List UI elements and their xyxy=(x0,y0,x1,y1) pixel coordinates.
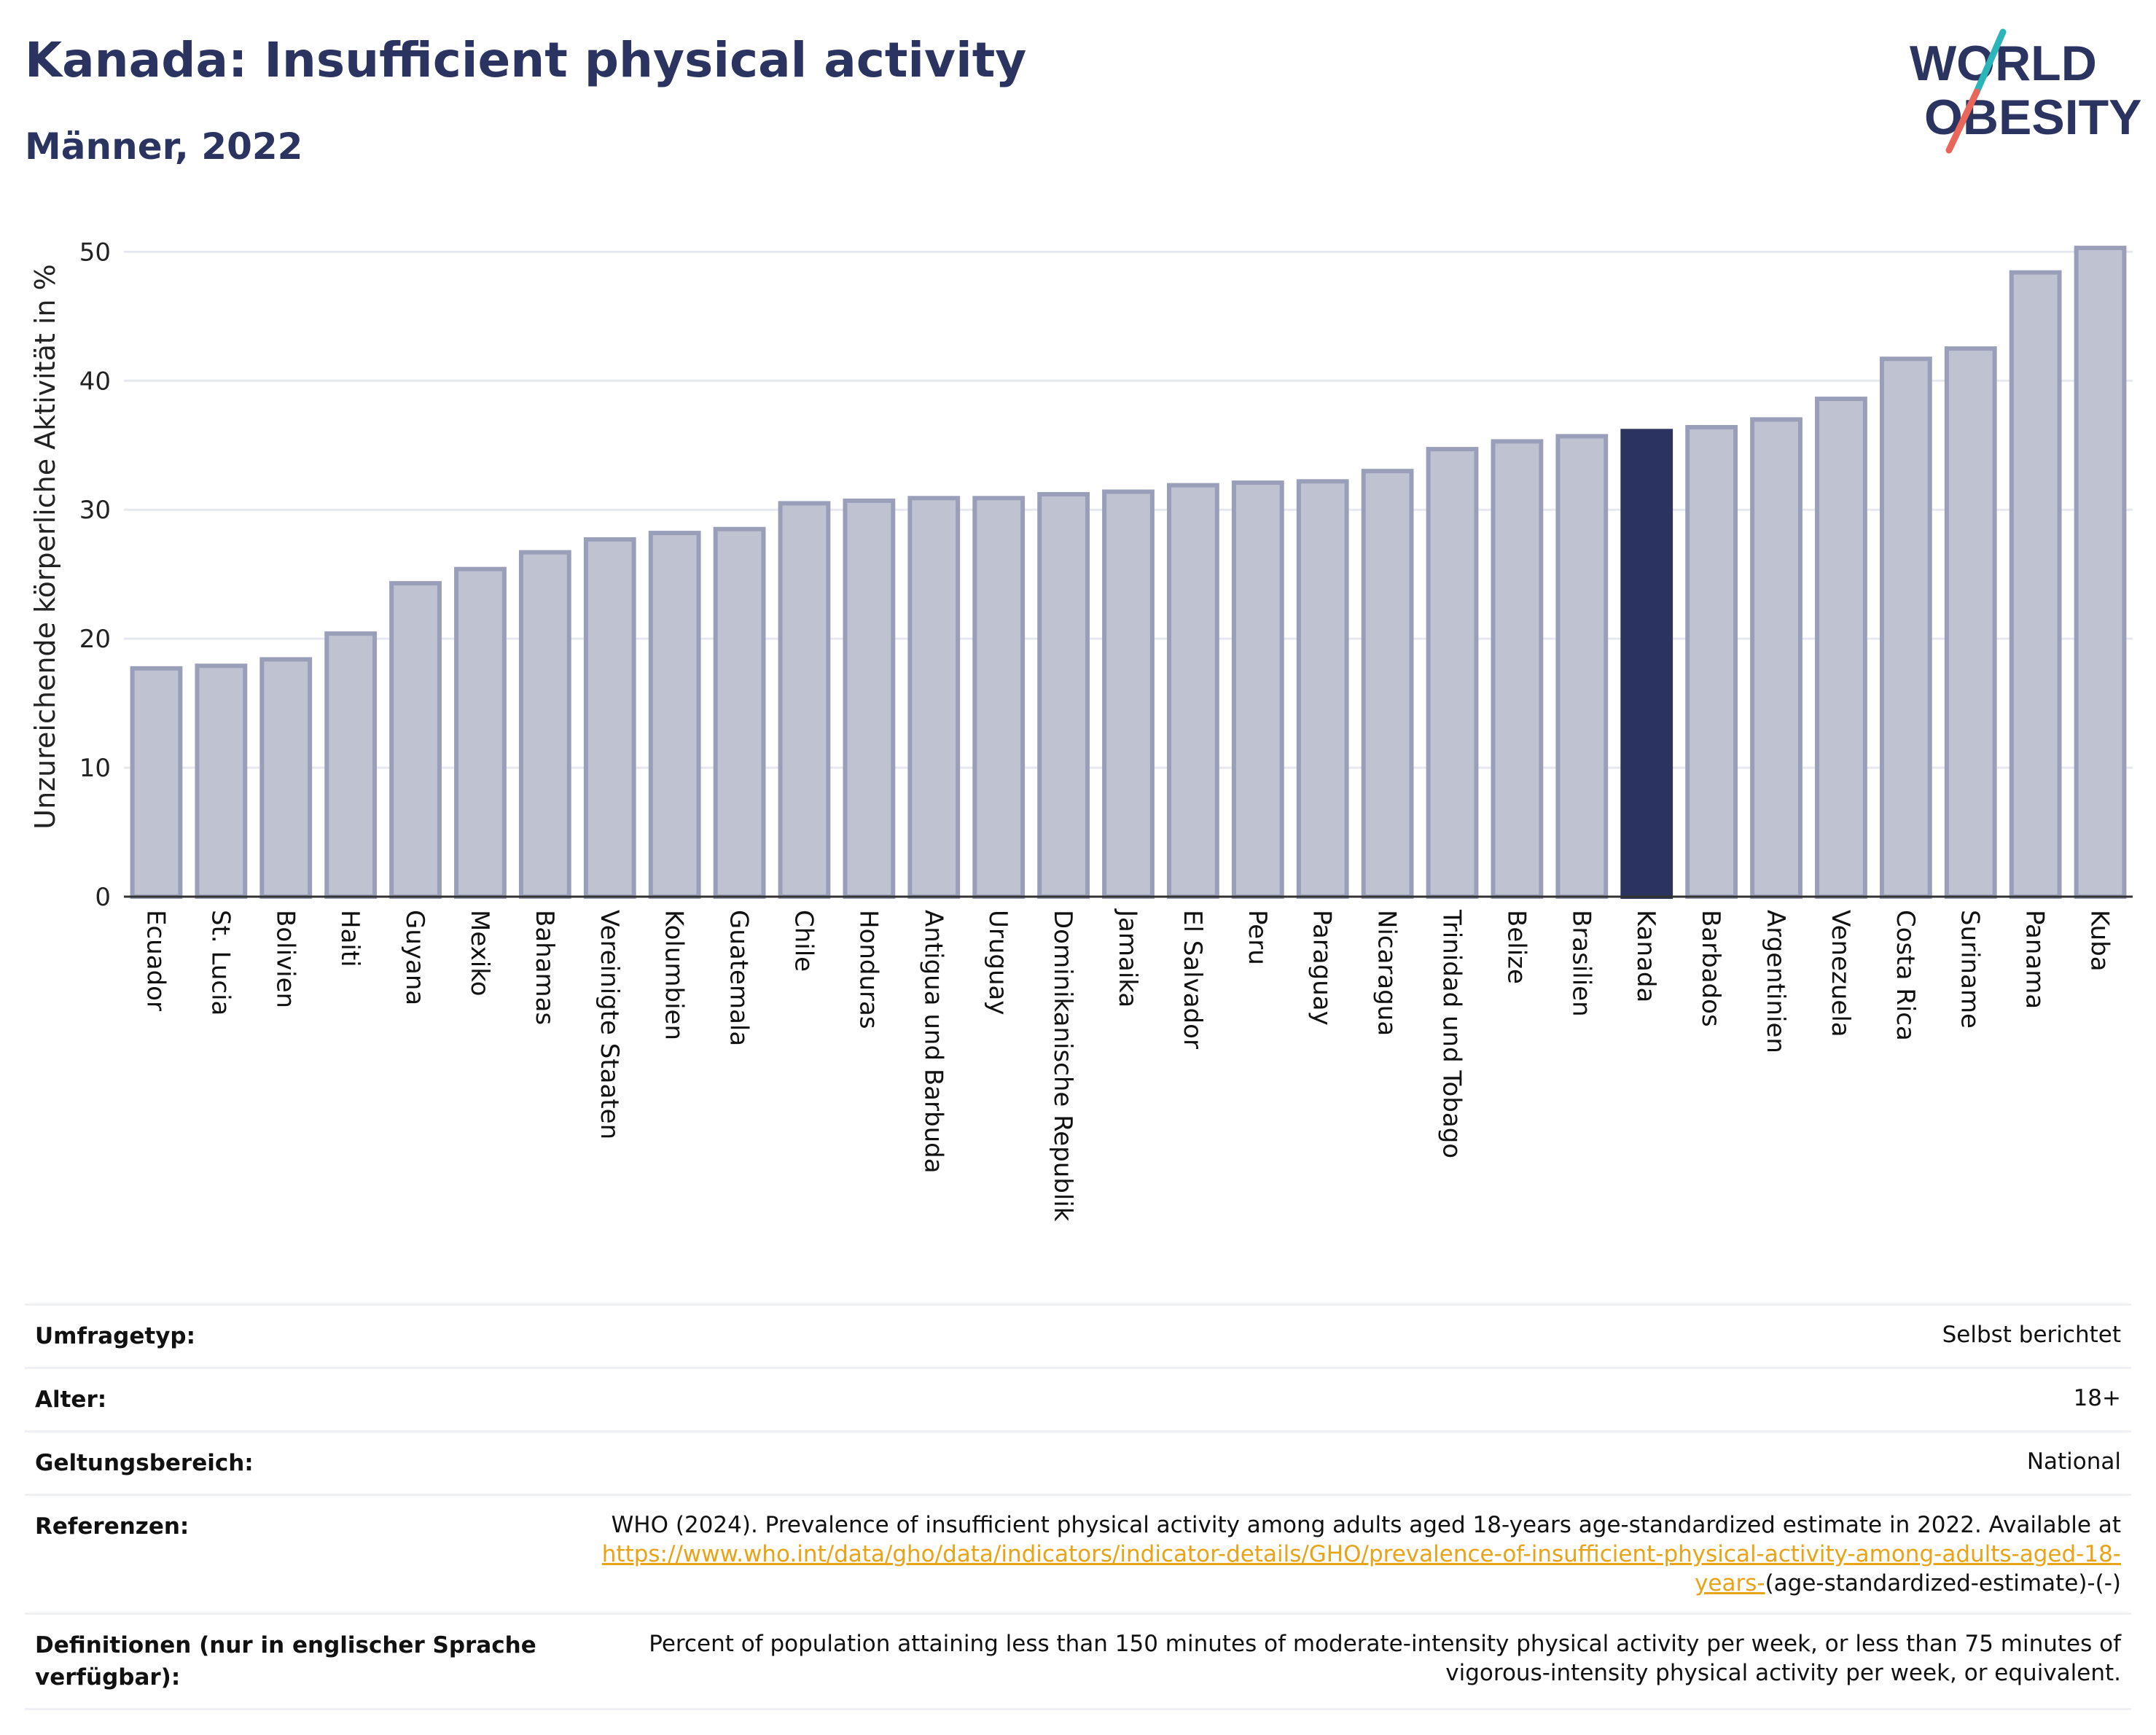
y-tick-label: 40 xyxy=(79,367,111,396)
x-tick-label: Paraguay xyxy=(1308,910,1337,1026)
bar xyxy=(1426,447,1479,900)
y-tick-label: 20 xyxy=(79,625,111,654)
bar xyxy=(1685,425,1738,899)
info-row-references: Referenzen: WHO (2024). Prevalence of in… xyxy=(25,1494,2131,1613)
x-tick-label: Guatemala xyxy=(724,910,754,1046)
logo-slash-teal xyxy=(1973,28,2007,95)
chart-subtitle: Männer, 2022 xyxy=(25,125,303,168)
bar xyxy=(1361,469,1414,899)
x-tick-label: Peru xyxy=(1243,910,1272,965)
x-tick-label: Mexiko xyxy=(465,910,494,997)
bar xyxy=(1620,429,1673,899)
bar xyxy=(130,666,183,899)
bar xyxy=(583,537,636,899)
x-tick-label: Panama xyxy=(2020,910,2050,1009)
y-axis-label: Unzureichende körperliche Aktivität in % xyxy=(29,264,61,829)
bar xyxy=(1555,434,1609,899)
x-tick-label: Costa Rica xyxy=(1891,910,1920,1041)
bar xyxy=(1296,479,1349,899)
y-tick-label: 10 xyxy=(79,754,111,783)
bar xyxy=(1167,483,1219,900)
bar xyxy=(713,526,766,899)
bar xyxy=(843,498,896,900)
x-tick-label: Bolivien xyxy=(270,910,300,1008)
bar xyxy=(1491,439,1544,899)
definitions-value: Percent of population attaining less tha… xyxy=(649,1631,2121,1686)
y-tick-label: 0 xyxy=(95,883,111,912)
chart-title: Kanada: Insufficient physical activity xyxy=(25,32,1027,88)
bar xyxy=(907,496,961,899)
info-row-age: Alter: 18+ xyxy=(25,1367,2131,1430)
bar xyxy=(1750,417,1802,899)
definitions-label: Definitionen (nur in englischer Sprache … xyxy=(35,1632,536,1691)
bar xyxy=(1102,489,1155,899)
bar xyxy=(778,501,831,899)
bar xyxy=(972,496,1026,899)
bar xyxy=(1879,356,1932,899)
references-link[interactable]: https://www.who.int/data/gho/data/indica… xyxy=(601,1541,2121,1596)
references-label: Referenzen: xyxy=(35,1513,190,1540)
y-tick-label: 30 xyxy=(79,496,111,525)
logo-slash-coral xyxy=(1945,88,1980,154)
x-tick-label: Uruguay xyxy=(983,910,1012,1015)
bar xyxy=(1815,397,1867,900)
logo-graphic: WORLD OBESITY xyxy=(1910,28,2142,154)
x-tick-label: Guyana xyxy=(400,910,429,1005)
bar xyxy=(195,663,248,899)
x-tick-label: Jamaika xyxy=(1113,908,1142,1007)
info-table: Umfragetyp: Selbst berichtet Alter: 18+ … xyxy=(25,1303,2131,1710)
x-tick-label: St. Lucia xyxy=(206,910,235,1015)
survey-value: Selbst berichtet xyxy=(1942,1322,2121,1348)
references-suffix: (age-standardized-estimate)-(-) xyxy=(1765,1570,2121,1596)
x-tick-label: Venezuela xyxy=(1826,910,1855,1037)
bar xyxy=(2074,246,2127,900)
references-value: WHO (2024). Prevalence of insufficient p… xyxy=(589,1510,2121,1598)
bar xyxy=(259,657,313,899)
x-tick-label: Trinidad und Tobago xyxy=(1437,909,1466,1158)
age-label: Alter: xyxy=(35,1387,107,1413)
bar xyxy=(518,550,571,899)
y-tick-label: 50 xyxy=(79,238,111,267)
x-tick-label: Ecuador xyxy=(141,910,170,1011)
logo-line1: WORLD xyxy=(1910,36,2097,91)
x-tick-label: Honduras xyxy=(854,910,883,1029)
x-tick-label: Barbados xyxy=(1696,910,1725,1027)
bar xyxy=(389,581,442,899)
x-tick-label: Suriname xyxy=(1956,910,1985,1029)
x-tick-label: Dominikanische Republik xyxy=(1048,910,1077,1222)
bar-chart: 0 10 20 30 40 50 Unzureichende körperliche Akt… xyxy=(0,190,2156,1298)
references-text: WHO (2024). Prevalence of insufficient p… xyxy=(611,1512,2121,1538)
x-tick-label: Nicaragua xyxy=(1372,910,1402,1036)
x-tick-label: Argentinien xyxy=(1761,910,1790,1053)
bar xyxy=(1231,480,1284,900)
bar xyxy=(1037,492,1090,899)
scope-value: National xyxy=(2026,1449,2121,1475)
x-tick-label: Bahamas xyxy=(530,910,559,1025)
x-tick-label: El Salvador xyxy=(1178,910,1207,1049)
survey-label: Umfragetyp: xyxy=(35,1323,195,1349)
x-tick-label: Haiti xyxy=(335,910,364,967)
world-obesity-logo: WORLD OBESITY xyxy=(1895,28,2143,159)
x-tick-label: Chile xyxy=(789,910,818,972)
logo-line2: OBESITY xyxy=(1924,90,2142,145)
bar xyxy=(324,631,378,899)
info-row-definitions: Definitionen (nur in englischer Sprache … xyxy=(25,1613,2131,1710)
age-value: 18+ xyxy=(2073,1385,2121,1411)
bar-chart-svg: 0 10 20 30 40 50 Unzureichende körperliche Akt… xyxy=(29,238,2133,1222)
bar xyxy=(2009,270,2062,899)
bar xyxy=(454,566,507,899)
info-row-survey: Umfragetyp: Selbst berichtet xyxy=(25,1303,2131,1367)
x-tick-label: Antigua und Barbuda xyxy=(918,910,948,1174)
scope-label: Geltungsbereich: xyxy=(35,1450,254,1476)
x-tick-label: Belize xyxy=(1501,910,1531,984)
bar xyxy=(1944,346,1997,900)
x-tick-label: Vereinigte Staaten xyxy=(595,910,624,1139)
info-row-scope: Geltungsbereich: National xyxy=(25,1430,2131,1494)
bar xyxy=(648,531,701,899)
x-tick-label: Brasilien xyxy=(1566,910,1595,1017)
x-tick-label: Kuba xyxy=(2085,910,2114,972)
x-tick-label: Kolumbien xyxy=(660,910,689,1040)
x-tick-label: Kanada xyxy=(1631,910,1660,1002)
